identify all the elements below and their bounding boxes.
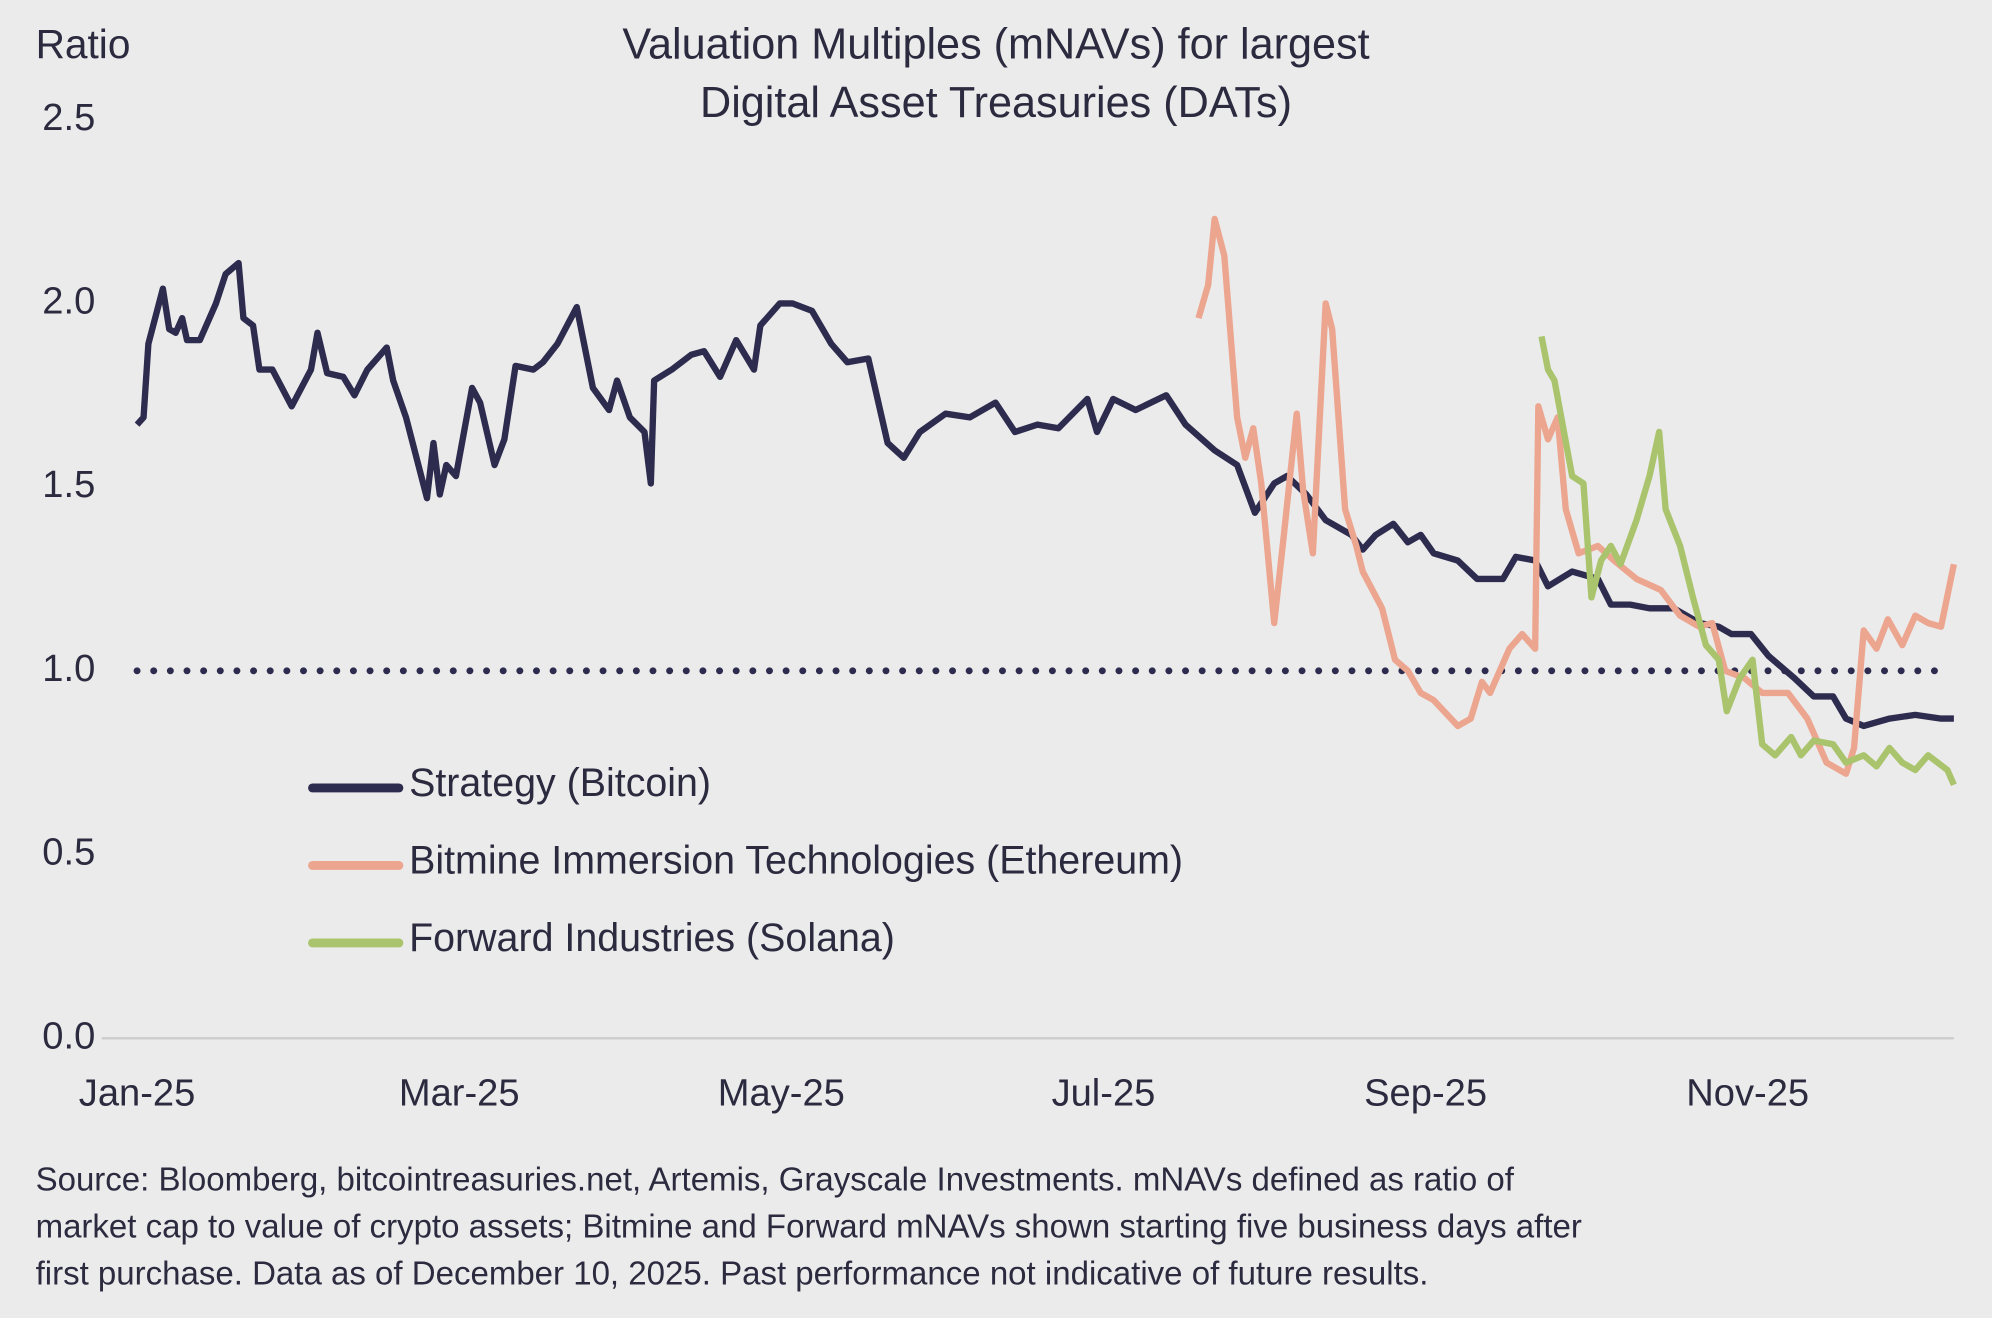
y-tick-label: 0.0 — [42, 1015, 95, 1057]
legend-label: Forward Industries (Solana) — [409, 916, 895, 960]
x-tick-label: May-25 — [718, 1072, 845, 1114]
source-note: market cap to value of crypto assets; Bi… — [36, 1207, 1582, 1244]
series-line — [1538, 335, 1957, 787]
y-axis-label: Ratio — [36, 21, 131, 67]
legend-label: Bitmine Immersion Technologies (Ethereum… — [409, 838, 1183, 882]
x-tick-label: Nov-25 — [1686, 1072, 1809, 1114]
source-note: first purchase. Data as of December 10, … — [36, 1255, 1429, 1292]
legend-label: Strategy (Bitcoin) — [409, 761, 711, 805]
y-tick-label: 0.5 — [42, 832, 95, 874]
chart-title: Digital Asset Treasuries (DATs) — [700, 79, 1292, 127]
x-tick-label: Mar-25 — [399, 1072, 520, 1114]
x-tick-label: Jan-25 — [79, 1072, 196, 1114]
y-tick-label: 1.0 — [42, 648, 95, 690]
y-tick-label: 1.5 — [42, 464, 95, 506]
source-note: Source: Bloomberg, bitcointreasuries.net… — [36, 1160, 1515, 1197]
y-tick-label: 2.0 — [42, 280, 95, 322]
x-tick-label: Jul-25 — [1052, 1072, 1156, 1114]
x-tick-label: Sep-25 — [1364, 1072, 1487, 1114]
y-tick-label: 2.5 — [42, 97, 95, 139]
series-line — [134, 259, 1954, 730]
chart-title: Valuation Multiples (mNAVs) for largest — [622, 21, 1369, 69]
series-line — [1195, 215, 1957, 777]
